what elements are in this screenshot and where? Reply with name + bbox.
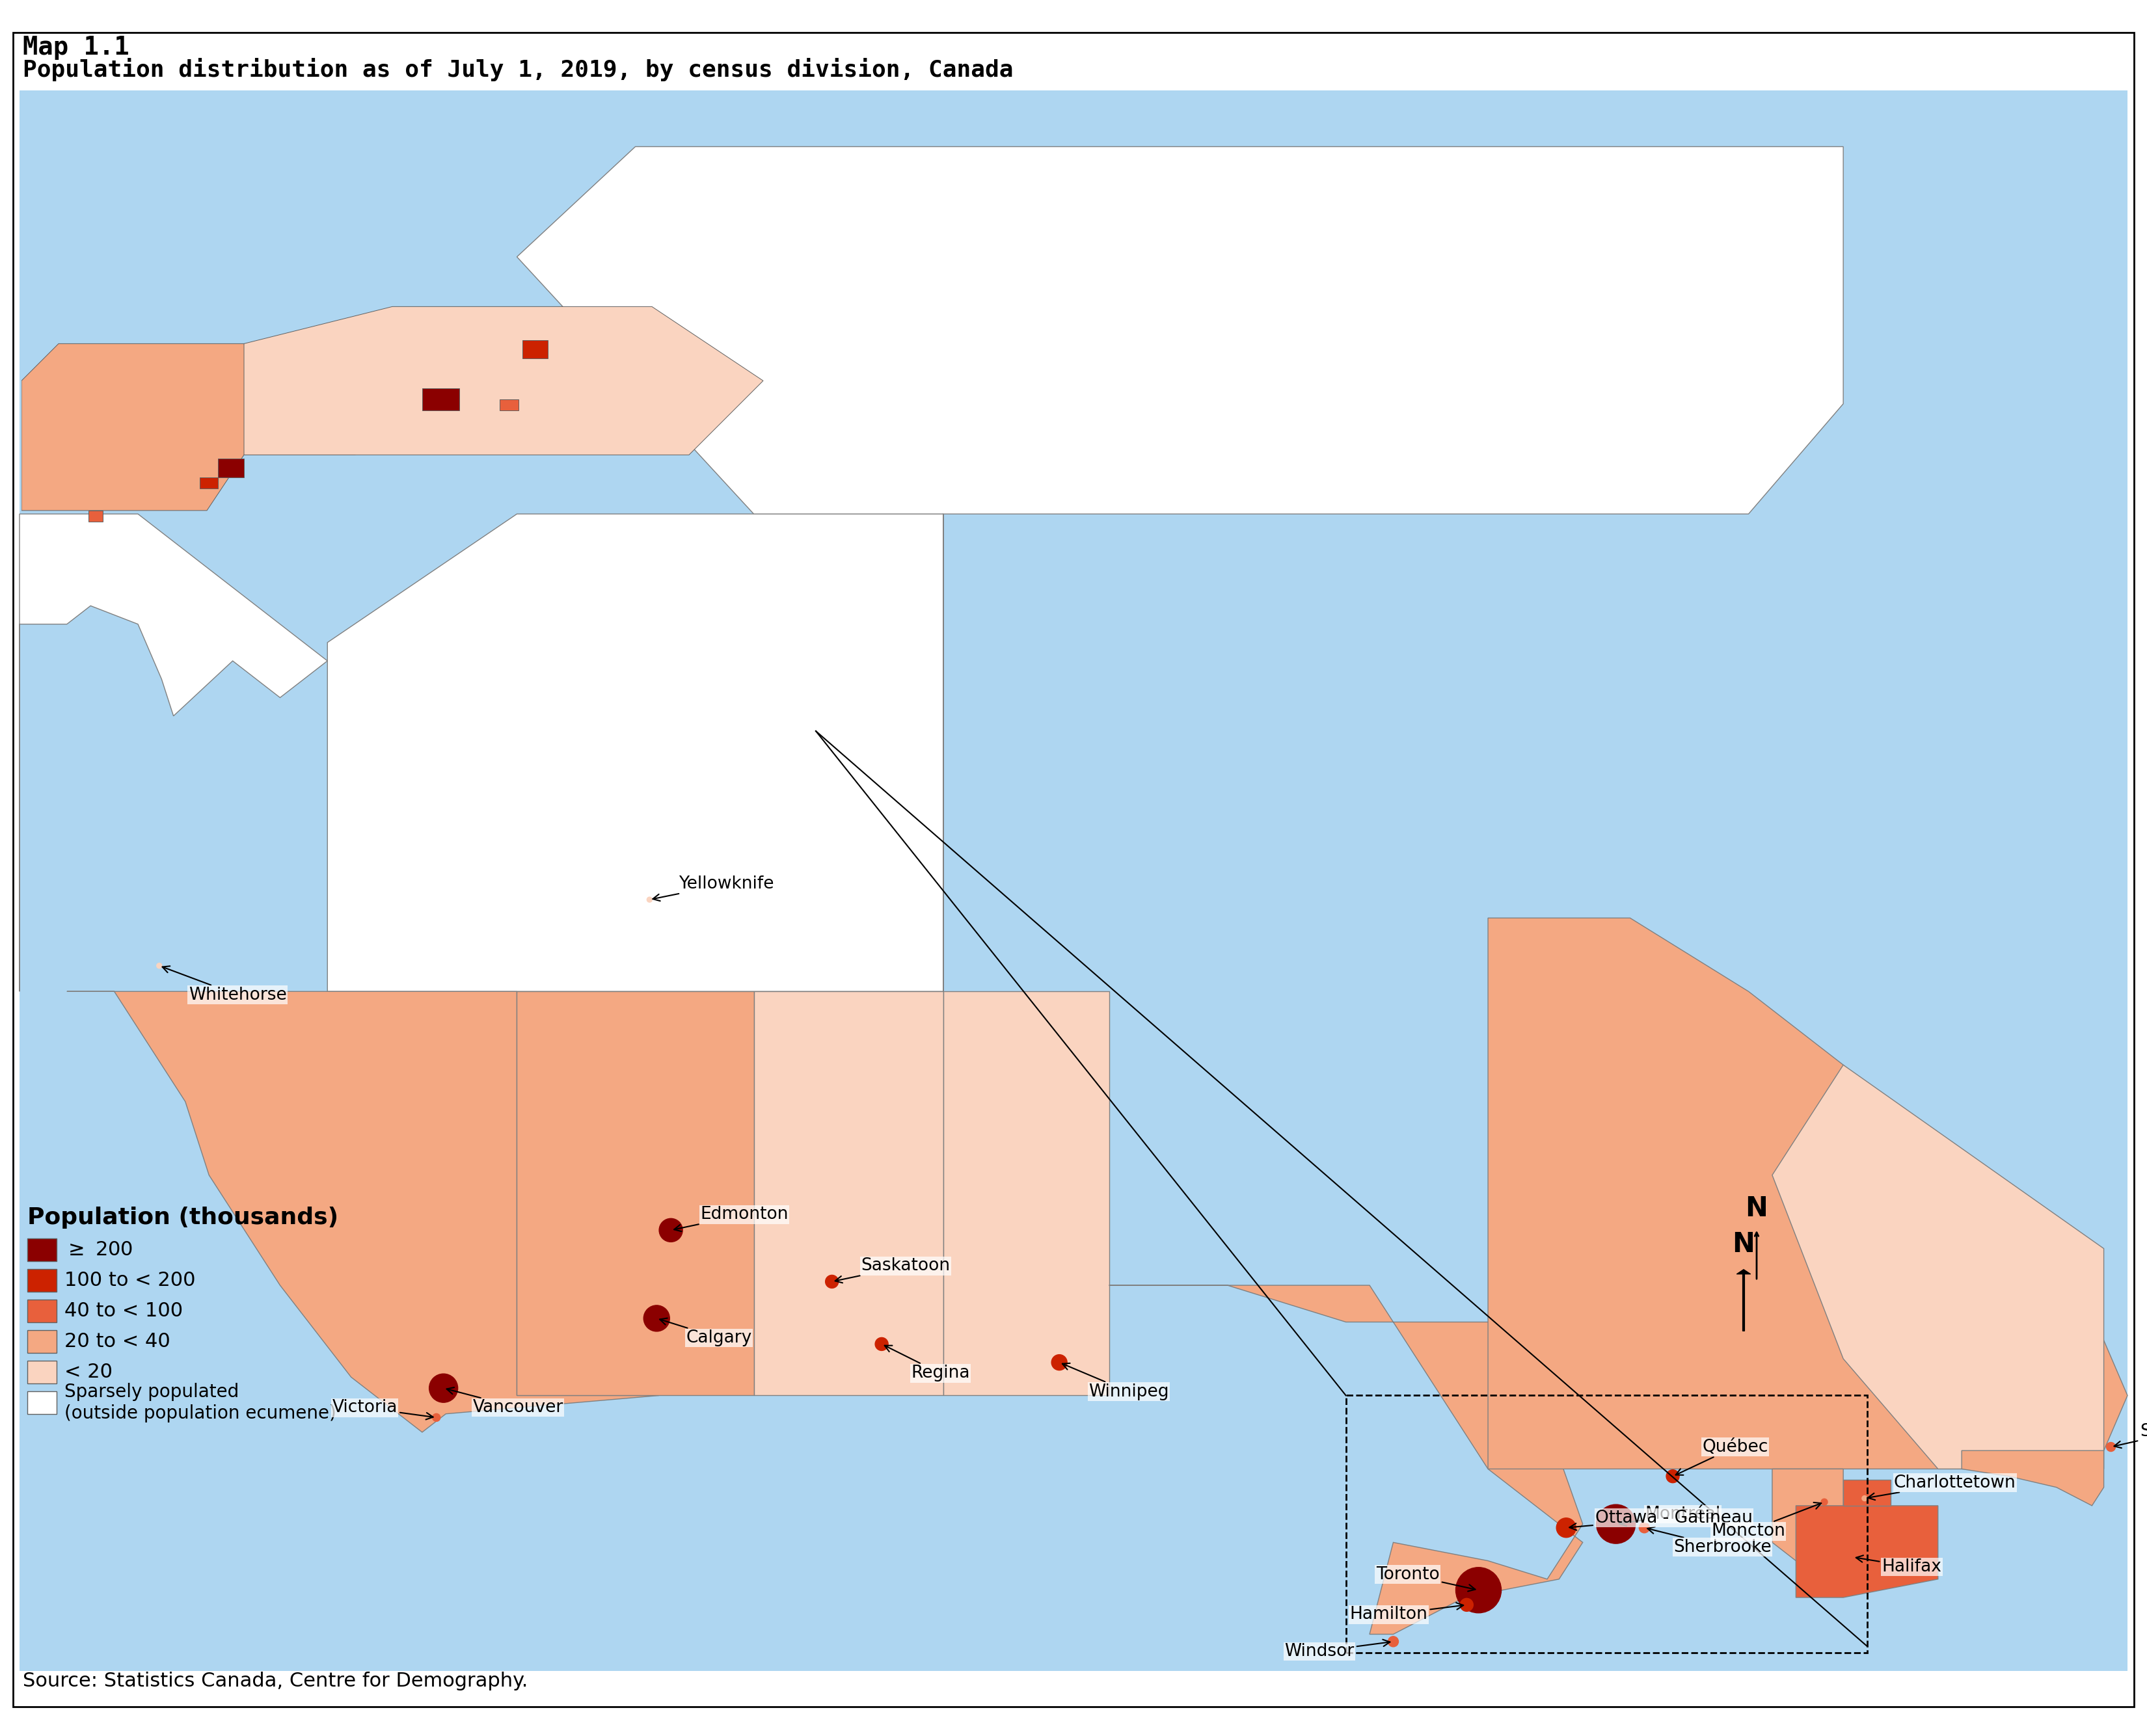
Circle shape [1821, 1498, 1827, 1505]
Polygon shape [517, 991, 754, 1396]
Text: 20 to < 40: 20 to < 40 [64, 1332, 170, 1351]
Circle shape [1861, 1496, 1868, 1502]
Text: N: N [1733, 1231, 1754, 1259]
Text: Ottawa - Gatineau: Ottawa - Gatineau [1569, 1510, 1752, 1529]
Text: Whitehorse: Whitehorse [163, 967, 286, 1003]
Polygon shape [517, 146, 1844, 991]
Bar [28, 1391, 56, 1415]
Text: Québec: Québec [1677, 1439, 1767, 1476]
Circle shape [646, 898, 653, 903]
Text: Toronto: Toronto [1376, 1566, 1475, 1592]
Text: $\geq$ 200: $\geq$ 200 [64, 1240, 133, 1259]
Bar [1346, 1396, 1868, 1653]
Polygon shape [423, 389, 459, 410]
Polygon shape [88, 510, 103, 521]
Text: Regina: Regina [885, 1345, 970, 1382]
Polygon shape [67, 991, 659, 1432]
Circle shape [1638, 1522, 1649, 1533]
Circle shape [1456, 1568, 1501, 1613]
Circle shape [1389, 1637, 1398, 1647]
Polygon shape [1488, 918, 2128, 1469]
Polygon shape [245, 307, 762, 455]
Text: Hamilton: Hamilton [1350, 1602, 1464, 1623]
Circle shape [1052, 1354, 1067, 1370]
Polygon shape [943, 991, 1110, 1396]
Bar [28, 1361, 56, 1384]
Text: Vancouver: Vancouver [447, 1387, 563, 1417]
Circle shape [824, 1276, 839, 1288]
Circle shape [1460, 1599, 1473, 1611]
Bar [28, 1300, 56, 1323]
Circle shape [876, 1337, 889, 1351]
Text: 40 to < 100: 40 to < 100 [64, 1302, 182, 1321]
Text: < 20: < 20 [64, 1363, 112, 1382]
Circle shape [1666, 1470, 1679, 1483]
Text: N: N [1746, 1194, 1767, 1222]
Polygon shape [1771, 1469, 1844, 1561]
Circle shape [1557, 1517, 1576, 1538]
Bar [28, 1238, 56, 1260]
Text: Sparsely populated
(outside population ecumene): Sparsely populated (outside population e… [64, 1384, 337, 1422]
Text: Winnipeg: Winnipeg [1063, 1363, 1168, 1401]
Polygon shape [19, 514, 328, 991]
Circle shape [157, 963, 161, 969]
Polygon shape [1110, 1285, 1582, 1634]
Circle shape [429, 1373, 457, 1403]
Polygon shape [754, 991, 943, 1396]
Polygon shape [1844, 1481, 1892, 1505]
Polygon shape [219, 458, 245, 477]
Text: Calgary: Calgary [659, 1318, 751, 1347]
Polygon shape [21, 344, 393, 510]
Polygon shape [500, 399, 517, 410]
Polygon shape [344, 399, 378, 422]
Polygon shape [522, 340, 547, 359]
Circle shape [2106, 1443, 2115, 1451]
Circle shape [644, 1305, 670, 1332]
Text: Population distribution as of July 1, 2019, by census division, Canada: Population distribution as of July 1, 20… [24, 57, 1013, 82]
Text: Edmonton: Edmonton [674, 1207, 788, 1231]
Polygon shape [1795, 1505, 1939, 1597]
Text: St. John's: St. John's [2115, 1424, 2147, 1448]
Text: Victoria: Victoria [333, 1399, 434, 1420]
Polygon shape [328, 514, 943, 991]
Text: Moncton: Moncton [1711, 1502, 1821, 1540]
Polygon shape [1771, 1064, 2104, 1469]
Text: Halifax: Halifax [1855, 1555, 1941, 1575]
Text: Charlottetown: Charlottetown [1868, 1474, 2016, 1500]
Circle shape [659, 1219, 683, 1241]
Text: Yellowknife: Yellowknife [653, 875, 775, 901]
Text: Sherbrooke: Sherbrooke [1647, 1528, 1771, 1555]
Bar [28, 1269, 56, 1292]
Text: Windsor: Windsor [1284, 1639, 1389, 1660]
Text: Montréal: Montréal [1619, 1505, 1720, 1526]
Circle shape [432, 1413, 440, 1422]
Polygon shape [1962, 1451, 2104, 1505]
Text: Saskatoon: Saskatoon [835, 1257, 951, 1283]
Text: Source: Statistics Canada, Centre for Demography.: Source: Statistics Canada, Centre for De… [24, 1672, 528, 1691]
Text: Map 1.1: Map 1.1 [24, 35, 129, 59]
Polygon shape [200, 477, 219, 488]
Text: Population (thousands): Population (thousands) [28, 1207, 339, 1229]
Text: 100 to < 200: 100 to < 200 [64, 1271, 195, 1290]
Circle shape [1597, 1505, 1636, 1543]
Bar [28, 1330, 56, 1352]
Circle shape [1849, 1552, 1857, 1562]
